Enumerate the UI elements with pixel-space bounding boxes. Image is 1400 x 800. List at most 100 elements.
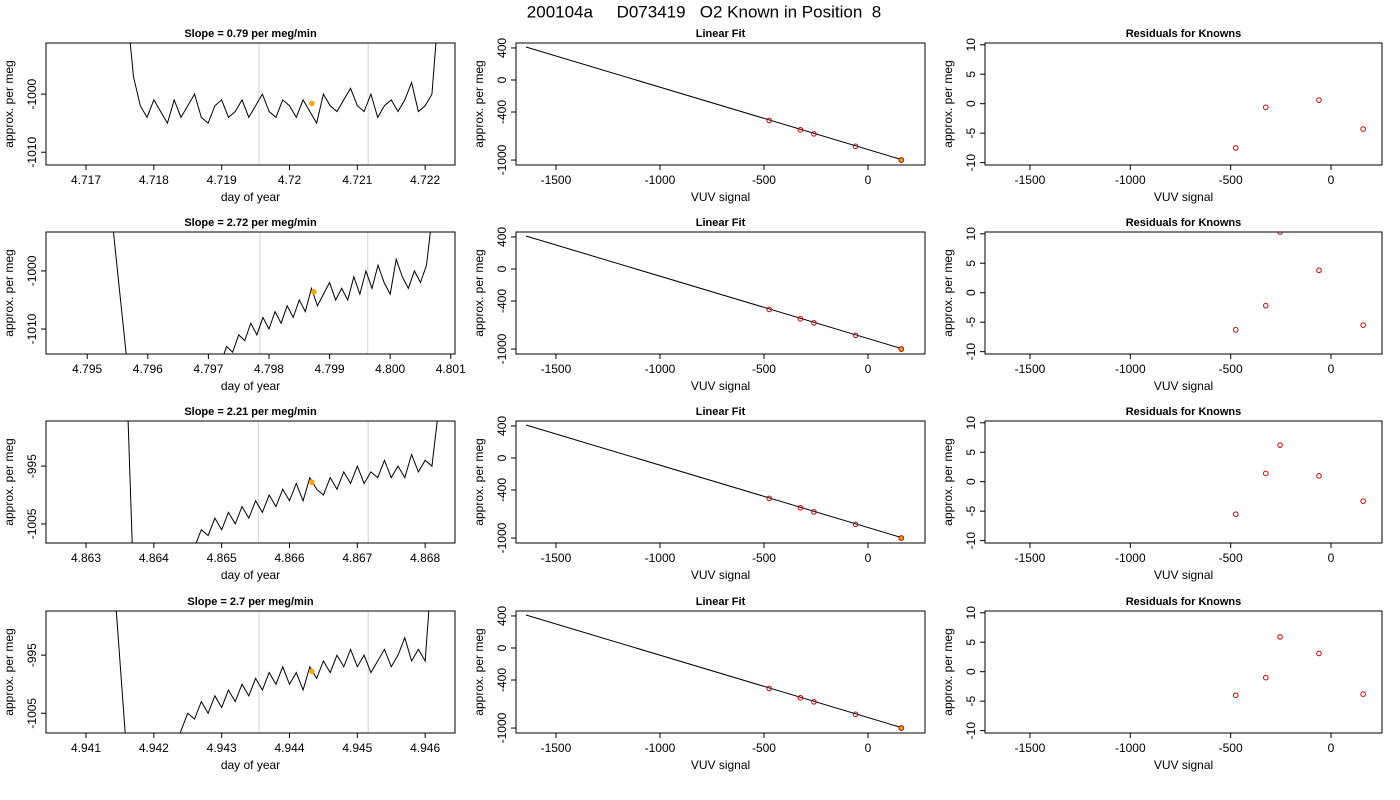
plot-frame (45, 231, 456, 355)
y-tick-label: -1000 (25, 78, 39, 109)
y-tick-label: 400 (495, 416, 509, 436)
panel: Residuals for Knowns VUV signal approx. pe… (941, 28, 1383, 204)
y-tick-label: -400 (495, 478, 509, 502)
point (1316, 650, 1322, 657)
point (1262, 104, 1269, 111)
x-axis-label: VUV signal (691, 379, 750, 393)
point (811, 699, 817, 705)
x-tick-label: 0 (865, 551, 872, 565)
point (1232, 327, 1239, 333)
panel-title: Residuals for Knowns (1126, 28, 1242, 40)
y-tick-label: -1000 (495, 712, 509, 743)
point (766, 117, 772, 124)
point (1277, 442, 1283, 448)
panel-title: Residuals for Knowns (1126, 406, 1242, 418)
point (766, 685, 772, 692)
x-tick-label: 4.796 (133, 362, 163, 376)
y-tick-label: 0 (495, 265, 509, 272)
x-tick-label: -1000 (1115, 173, 1146, 187)
x-tick-label: -1500 (1015, 741, 1046, 755)
data-line (115, 611, 430, 733)
x-tick-label: -1500 (1015, 173, 1046, 187)
point (1360, 126, 1366, 132)
point (1277, 232, 1283, 235)
y-tick-label: -1010 (25, 313, 39, 344)
y-axis-label: approx. per meg (472, 438, 486, 525)
y-tick-label: 0 (964, 289, 978, 296)
x-axis-label: VUV signal (691, 190, 750, 204)
plot-area (129, 43, 437, 165)
point (1316, 97, 1322, 103)
x-tick-label: 4.942 (139, 741, 169, 755)
x-axis-label: day of year (221, 568, 280, 582)
x-tick-label: 4.718 (139, 173, 169, 187)
y-axis-label: approx. per meg (472, 60, 486, 147)
x-tick-label: -500 (752, 551, 776, 565)
x-tick-label: 4.941 (71, 741, 101, 755)
point (766, 306, 772, 313)
y-tick-label: 0 (964, 100, 978, 107)
panel: Residuals for Knowns VUV signal approx. pe… (941, 596, 1383, 772)
point (1262, 674, 1269, 681)
highlight-point (309, 668, 315, 675)
point (852, 711, 859, 718)
data-line (127, 421, 438, 543)
plot-area (1232, 634, 1366, 699)
y-axis-label: approx. per meg (941, 628, 955, 715)
x-axis-label: day of year (221, 379, 280, 393)
x-tick-label: -1000 (1115, 551, 1146, 565)
y-tick-label: -10 (964, 722, 978, 740)
plot-frame (515, 42, 926, 166)
highlight-point (309, 100, 315, 107)
y-tick-label: 10 (964, 227, 978, 241)
panel-title: Slope = 2.7 per meg/min (187, 596, 314, 608)
y-tick-label: -10 (964, 154, 978, 172)
y-tick-label: 10 (964, 416, 978, 430)
point (766, 495, 772, 502)
plot-frame (515, 610, 926, 734)
y-axis-label: approx. per meg (941, 249, 955, 336)
panel: Slope = 0.79 per meg/min day of year appro… (2, 28, 456, 204)
y-tick-label: -1005 (25, 698, 39, 729)
x-axis-label: day of year (221, 758, 280, 772)
plot-frame (515, 231, 926, 355)
y-tick-label: -995 (25, 643, 39, 667)
plot-area (1232, 442, 1366, 517)
x-tick-label: -1500 (541, 551, 572, 565)
point (811, 320, 817, 326)
x-tick-label: -500 (1219, 741, 1243, 755)
x-tick-label: 0 (865, 741, 872, 755)
figure-title: 200104a D073419 O2 Known in Position 8 (527, 2, 881, 21)
x-tick-label: 4.867 (342, 551, 372, 565)
y-tick-label: 400 (495, 606, 509, 626)
plot-frame (515, 420, 926, 544)
highlight-point (311, 289, 317, 295)
panel-title: Linear Fit (696, 406, 746, 418)
panel-title: Linear Fit (696, 217, 746, 229)
x-tick-label: -500 (752, 741, 776, 755)
panel-title: Residuals for Knowns (1126, 217, 1242, 229)
plot-area (112, 232, 431, 354)
panel: Residuals for Knowns VUV signal approx. pe… (941, 406, 1383, 582)
y-tick-label: 5 (964, 449, 978, 456)
panel: Linear Fit VUV signal approx. per meg -1500… (472, 596, 926, 772)
plot-frame (45, 610, 456, 734)
fit-line (525, 424, 904, 539)
point (797, 504, 804, 511)
x-tick-label: 4.946 (410, 741, 440, 755)
y-tick-label: 5 (964, 71, 978, 78)
y-tick-label: -1000 (495, 333, 509, 364)
x-tick-label: -1000 (1115, 741, 1146, 755)
y-axis-label: approx. per meg (472, 249, 486, 336)
highlight-point (898, 535, 905, 541)
x-tick-label: -500 (1219, 551, 1243, 565)
point (1360, 322, 1366, 328)
point (852, 332, 859, 339)
plot-area (127, 421, 438, 543)
x-tick-label: -500 (752, 173, 776, 187)
x-tick-label: 0 (865, 362, 872, 376)
x-tick-label: 0 (1328, 173, 1335, 187)
highlight-point (898, 157, 905, 163)
